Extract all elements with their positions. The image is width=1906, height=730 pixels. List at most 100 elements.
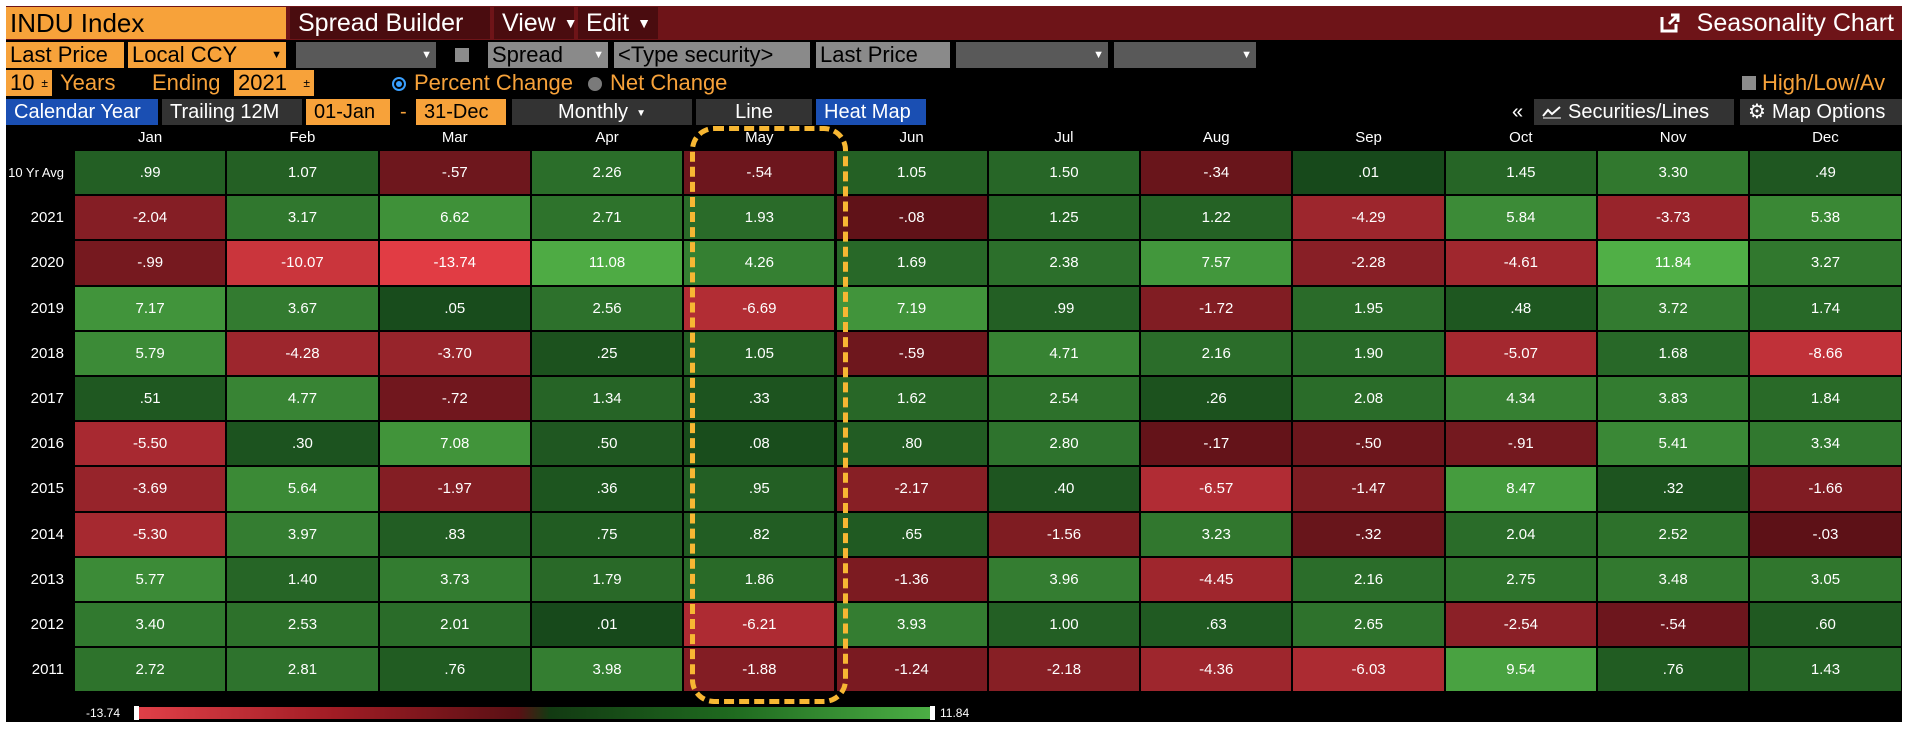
- heatmap-cell[interactable]: 1.79: [531, 557, 683, 601]
- heatmap-cell[interactable]: 3.72: [1598, 286, 1749, 330]
- heatmap-cell[interactable]: -4.29: [1293, 196, 1444, 240]
- heatmap-cell[interactable]: .75: [531, 512, 683, 556]
- heatmap-cell[interactable]: 1.68: [1598, 331, 1749, 375]
- heatmap-cell[interactable]: 2.81: [227, 648, 378, 692]
- heatmap-cell[interactable]: -13.74: [379, 241, 530, 285]
- heatmap-cell[interactable]: .48: [1445, 286, 1596, 330]
- heatmap-cell[interactable]: 1.90: [1293, 331, 1444, 375]
- heatmap-cell[interactable]: 5.38: [1750, 196, 1901, 240]
- heatmap-cell[interactable]: 1.50: [988, 151, 1140, 195]
- heatmap-cell[interactable]: -.91: [1445, 422, 1596, 466]
- heatmap-cell[interactable]: 2.38: [988, 241, 1140, 285]
- heatmap-cell[interactable]: 1.43: [1750, 648, 1901, 692]
- heatmap-cell[interactable]: 5.41: [1598, 422, 1749, 466]
- heatmap-cell[interactable]: 1.45: [1445, 151, 1596, 195]
- heatmap-cell[interactable]: -.72: [379, 377, 530, 421]
- heatmap-cell[interactable]: -.99: [75, 241, 226, 285]
- heatmap-cell[interactable]: 3.96: [988, 557, 1140, 601]
- heatmap-cell[interactable]: -.59: [836, 331, 987, 375]
- heatmap-cell[interactable]: -2.54: [1445, 603, 1596, 647]
- heatmap-cell[interactable]: 2.04: [1445, 512, 1596, 556]
- frequency-select[interactable]: Monthly ▼: [512, 99, 692, 125]
- heatmap-cell[interactable]: 2.80: [988, 422, 1140, 466]
- price-field-2-select[interactable]: Last Price: [816, 42, 950, 68]
- heatmap-cell[interactable]: -2.18: [988, 648, 1140, 692]
- ticker-field[interactable]: INDU Index: [6, 7, 286, 39]
- heatmap-cell[interactable]: 11.84: [1598, 241, 1749, 285]
- heatmap-cell[interactable]: 2.16: [1141, 331, 1292, 375]
- spread-checkbox[interactable]: [455, 48, 469, 62]
- heatmap-cell[interactable]: 3.05: [1750, 557, 1901, 601]
- heatmap-cell[interactable]: .05: [379, 286, 530, 330]
- heatmap-cell[interactable]: -2.04: [75, 196, 226, 240]
- heatmap-cell[interactable]: 2.26: [531, 151, 683, 195]
- heatmap-cell[interactable]: 9.54: [1445, 648, 1596, 692]
- heatmap-cell[interactable]: 3.97: [227, 512, 378, 556]
- heatmap-cell[interactable]: 1.95: [1293, 286, 1444, 330]
- heatmap-cell[interactable]: 4.34: [1445, 377, 1596, 421]
- end-date-field[interactable]: 31-Dec: [416, 99, 506, 125]
- heatmap-cell[interactable]: 5.84: [1445, 196, 1596, 240]
- heatmap-cell[interactable]: -4.28: [227, 331, 378, 375]
- heatmap-cell[interactable]: .65: [836, 512, 987, 556]
- heatmap-cell[interactable]: -.32: [1293, 512, 1444, 556]
- heatmap-cell[interactable]: .76: [1598, 648, 1749, 692]
- heatmap-cell[interactable]: 1.62: [836, 377, 987, 421]
- heatmap-cell[interactable]: 5.77: [75, 557, 226, 601]
- heatmap-cell[interactable]: -5.30: [75, 512, 226, 556]
- heatmap-cell[interactable]: -.57: [379, 151, 530, 195]
- heatmap-cell[interactable]: 1.25: [988, 196, 1140, 240]
- calendar-year-tab[interactable]: Calendar Year: [6, 99, 158, 125]
- heatmap-cell[interactable]: -3.73: [1598, 196, 1749, 240]
- heatmap-cell[interactable]: 1.93: [684, 196, 835, 240]
- heatmap-cell[interactable]: 7.19: [836, 286, 987, 330]
- heatmap-cell[interactable]: 3.67: [227, 286, 378, 330]
- heatmap-cell[interactable]: .76: [379, 648, 530, 692]
- heatmap-cell[interactable]: .26: [1141, 377, 1292, 421]
- net-change-radio[interactable]: [588, 77, 602, 91]
- heatmap-cell[interactable]: 5.79: [75, 331, 226, 375]
- heatmap-cell[interactable]: -4.45: [1141, 557, 1292, 601]
- stepper-icon[interactable]: ±: [303, 76, 310, 90]
- heatmap-cell[interactable]: -5.07: [1445, 331, 1596, 375]
- heatmap-cell[interactable]: .83: [379, 512, 530, 556]
- heatmap-cell[interactable]: -3.69: [75, 467, 226, 511]
- heatmap-cell[interactable]: -5.50: [75, 422, 226, 466]
- heatmap-cell[interactable]: -4.61: [1445, 241, 1596, 285]
- collapse-icon[interactable]: «: [1512, 101, 1524, 123]
- heatmap-cell[interactable]: -10.07: [227, 241, 378, 285]
- heatmap-cell[interactable]: 1.69: [836, 241, 987, 285]
- heatmap-cell[interactable]: -1.88: [684, 648, 835, 692]
- heatmap-cell[interactable]: 4.71: [988, 331, 1140, 375]
- heatmap-cell[interactable]: 2.56: [531, 286, 683, 330]
- heatmap-cell[interactable]: 2.72: [75, 648, 226, 692]
- heatmap-cell[interactable]: -6.21: [684, 603, 835, 647]
- heatmap-cell[interactable]: -1.72: [1141, 286, 1292, 330]
- heatmap-cell[interactable]: 1.86: [684, 557, 835, 601]
- net-change-label[interactable]: Net Change: [610, 70, 728, 95]
- heatmap-cell[interactable]: .08: [684, 422, 835, 466]
- blank-select-3[interactable]: ▼: [1114, 42, 1256, 68]
- heatmap-cell[interactable]: -2.17: [836, 467, 987, 511]
- heatmap-cell[interactable]: 11.08: [531, 241, 683, 285]
- spread-select[interactable]: Spread ▼: [488, 42, 608, 68]
- heatmap-cell[interactable]: 4.77: [227, 377, 378, 421]
- heatmap-cell[interactable]: .01: [1293, 151, 1444, 195]
- heatmap-cell[interactable]: 6.62: [379, 196, 530, 240]
- high-low-label[interactable]: High/Low/Av: [1762, 70, 1886, 95]
- heatmap-cell[interactable]: 7.57: [1141, 241, 1292, 285]
- heatmap-cell[interactable]: -1.24: [836, 648, 987, 692]
- stepper-icon[interactable]: ±: [41, 76, 48, 90]
- blank-select-1[interactable]: ▼: [296, 42, 436, 68]
- heatmap-cell[interactable]: 3.40: [75, 603, 226, 647]
- heatmap-cell[interactable]: .36: [531, 467, 683, 511]
- heatmap-cell[interactable]: 2.65: [1293, 603, 1444, 647]
- heatmap-cell[interactable]: -3.70: [379, 331, 530, 375]
- heatmap-cell[interactable]: 1.22: [1141, 196, 1292, 240]
- percent-change-radio[interactable]: [392, 77, 406, 91]
- heatmap-cell[interactable]: -1.47: [1293, 467, 1444, 511]
- percent-change-label[interactable]: Percent Change: [414, 70, 573, 95]
- heatmap-cell[interactable]: 2.08: [1293, 377, 1444, 421]
- heatmap-cell[interactable]: 3.73: [379, 557, 530, 601]
- view-menu[interactable]: View ▼: [494, 7, 578, 39]
